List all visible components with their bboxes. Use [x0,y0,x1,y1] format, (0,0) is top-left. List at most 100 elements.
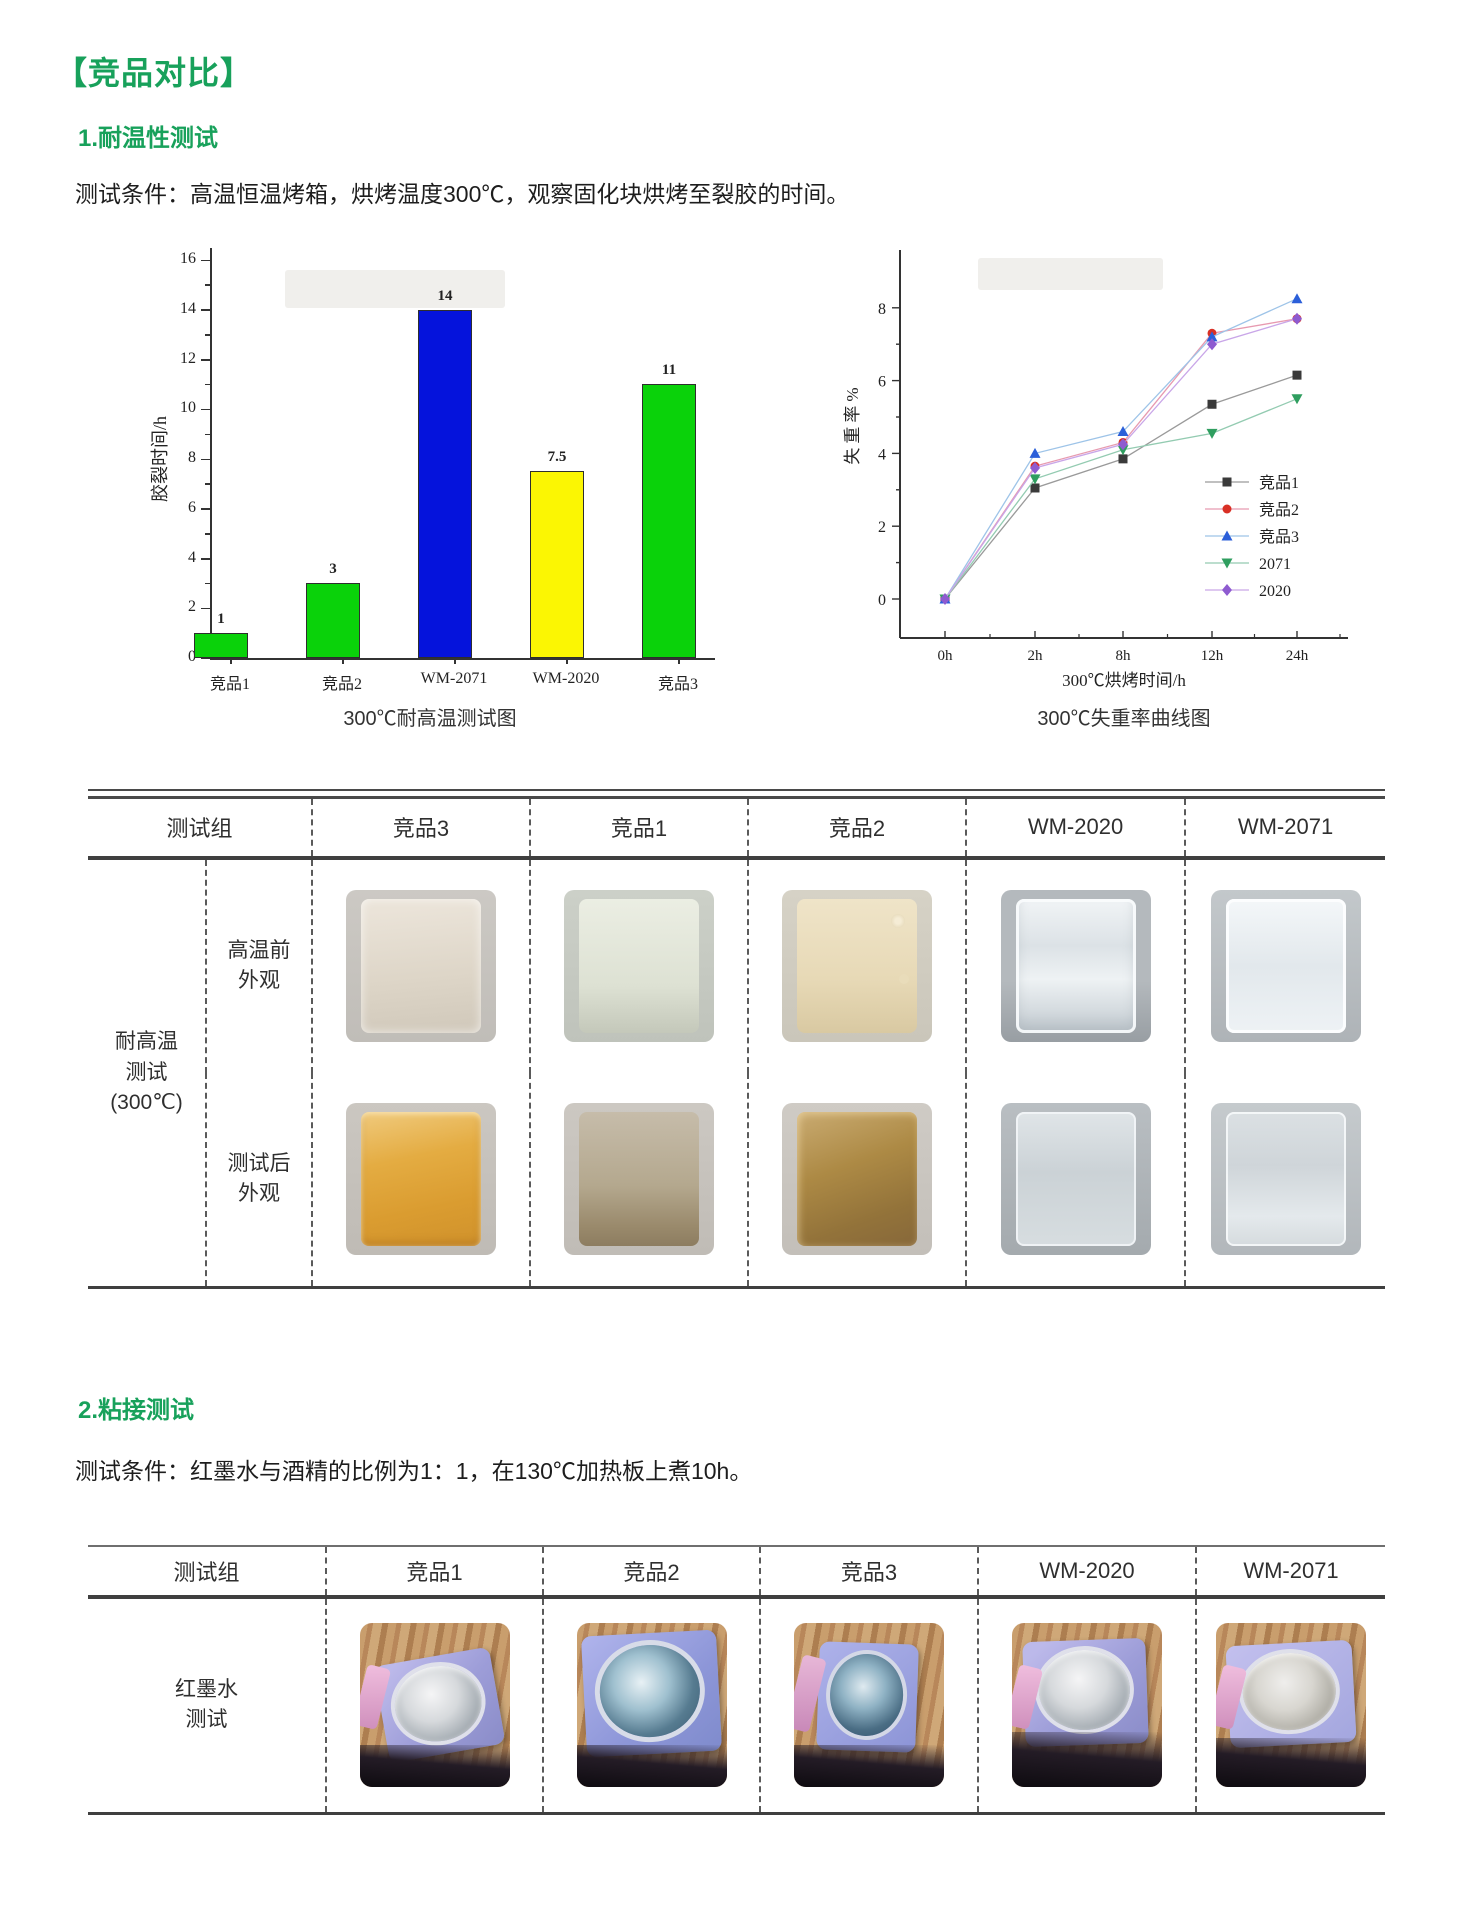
line-x-tick-label: 0h [938,648,954,664]
table1-rowlabel-before: 高温前 外观 [204,857,313,1073]
marker-square [1292,370,1302,380]
line-x-tick-label: 12h [1201,648,1224,664]
table2-rowlabel-redink: 红墨水 测试 [175,1677,238,1732]
line-chart: 0 2 4 6 8 0h 2h 8h 12h 24h 300℃烘烤时间/h 失重率% 竞品1 竞品2 竞品3… [700,230,1390,730]
bar-y-tick [205,383,210,386]
bar-y-tick-label: 2 [188,598,196,616]
photo-comp3-ink [794,1623,944,1788]
table1-header-comp3: 竞品3 [311,797,531,860]
table1-group-label: 耐高温 测试 (300℃) [110,1030,183,1114]
legend-label: 2020 [1259,583,1291,600]
bar-value-label: 7.5 [547,449,567,466]
photo-comp2-after [782,1103,933,1256]
bar-x-tick [230,658,232,664]
series-line-竞品1 [944,374,1298,600]
section2-heading: 2.粘接测试 [78,1397,195,1424]
chip-device [1022,1637,1149,1747]
page-title: 【竞品对比】 [55,55,254,91]
marker-triangle-down [1029,474,1041,485]
table2-header-comp3: 竞品3 [759,1546,978,1599]
line-chart-caption: 300℃失重率曲线图 [1037,708,1211,730]
table2-header-row: 测试组 竞品1 竞品2 竞品3 WM-2020 WM-2071 [88,1546,1385,1599]
photo-shadow [794,1744,944,1788]
bar-y-tick [201,607,210,610]
marker-triangle-up [1291,293,1303,304]
photo-wm2071-ink [1216,1623,1366,1788]
marker-square [1222,477,1232,487]
legend-label: 2071 [1259,556,1291,573]
bar-y-tick-label: 0 [188,648,196,665]
bar-y-axis [210,248,212,660]
table1-header-comp1: 竞品1 [529,797,749,860]
bar-x-category-label: 竞品3 [657,676,698,693]
marker-diamond [940,593,950,605]
bar-x-tick [454,658,456,664]
marker-triangle-up [1221,530,1233,541]
photo-comp1-before [564,890,715,1042]
section2-condition: 测试条件：红墨水与酒精的比例为1：1，在130℃加热板上煮10h。 [75,1458,753,1484]
bar-value-label: 11 [661,362,677,379]
marker-diamond [1222,584,1232,596]
section1-condition: 测试条件：高温恒温烤箱，烘烤温度300℃，观察固化块烘烤至裂胶的时间。 [75,181,850,207]
marker-triangle-down [1221,558,1233,569]
section1-heading: 1.耐温性测试 [78,125,219,152]
bar-x-category-label: 竞品1 [209,676,250,693]
marker-square [1118,454,1128,464]
table2-header-wm2020: WM-2020 [977,1546,1196,1599]
photo-comp3-after [346,1103,497,1256]
marker-circle [1222,504,1232,514]
table1-header-wm2071: WM-2071 [1184,797,1386,860]
heat-test-table-wrap: 测试组 竞品3 竞品1 竞品2 WM-2020 WM-2071 耐高温 测试 (… [88,789,1386,1289]
bar-y-tick [201,259,210,261]
ink-test-table-wrap: 测试组 竞品1 竞品2 竞品3 WM-2020 WM-2071 红墨水 测试 [88,1545,1385,1815]
bar-y-tick [201,408,210,411]
line-y-tick-label: 8 [878,301,886,318]
bar-y-tick [205,433,210,436]
legend-label: 竞品3 [1259,528,1299,546]
photo-shadow [359,1744,510,1788]
bar-x-tick [342,658,344,664]
photo-wm2020-after [1000,1103,1151,1256]
marker-diamond [1030,461,1040,474]
table1-header-comp2: 竞品2 [747,797,967,860]
bar-y-tick [201,309,210,311]
legend-label: 竞品2 [1259,501,1299,519]
chip-metal-cap [388,1659,487,1748]
line-x-tick-label: 24h [1286,648,1309,664]
bar-x-category-label: WM-2020 [532,670,600,687]
erased-title-area [978,258,1163,290]
bar-y-tick [201,458,210,460]
bar-value-label: 1 [217,611,225,628]
bar-y-tick-label: 10 [180,399,196,417]
bar-竞品3 [642,384,696,658]
bar-y-tick [201,359,210,361]
marker-diamond [1118,438,1128,451]
chip-device [1225,1639,1357,1748]
photo-comp2-before [782,890,933,1042]
bar-value-label: 14 [437,287,453,304]
photo-wm2071-before [1210,890,1361,1042]
bar-y-tick-label: 8 [188,449,196,466]
table2-header-comp1: 竞品1 [325,1546,543,1599]
marker-diamond [1292,312,1302,325]
chip-metal-cap [828,1652,905,1738]
bar-chart-caption: 300℃耐高温测试图 [343,708,517,730]
bar-x-tick [566,658,568,664]
chip-metal-cap [1241,1650,1339,1733]
bar-y-tick [205,284,210,286]
bar-y-tick [205,334,210,336]
line-chart-plot: 0 2 4 6 8 0h 2h 8h 12h 24h 300℃烘烤时间/h 失重率% 竞品1 竞品2 竞品3… [843,250,1348,690]
marker-triangle-up [1206,331,1218,342]
table1-row-before: 耐高温 测试 (300℃) 高温前 外观 [88,857,1386,1114]
bar-y-tick-label: 14 [180,299,196,317]
table2-header-wm2071: WM-2071 [1195,1546,1385,1599]
ink-test-table: 测试组 竞品1 竞品2 竞品3 WM-2020 WM-2071 红墨水 测试 [88,1545,1385,1815]
bar-竞品2 [306,583,360,658]
bar-x-category-label: 竞品2 [321,676,362,693]
marker-triangle-down [1206,428,1218,439]
bar-竞品1 [194,633,248,658]
marker-triangle-up [1029,447,1041,458]
heat-test-table: 测试组 竞品3 竞品1 竞品2 WM-2020 WM-2071 耐高温 测试 (… [88,796,1386,1289]
line-x-axis-label: 300℃烘烤时间/h [1062,671,1186,690]
bar-y-tick [205,582,210,585]
